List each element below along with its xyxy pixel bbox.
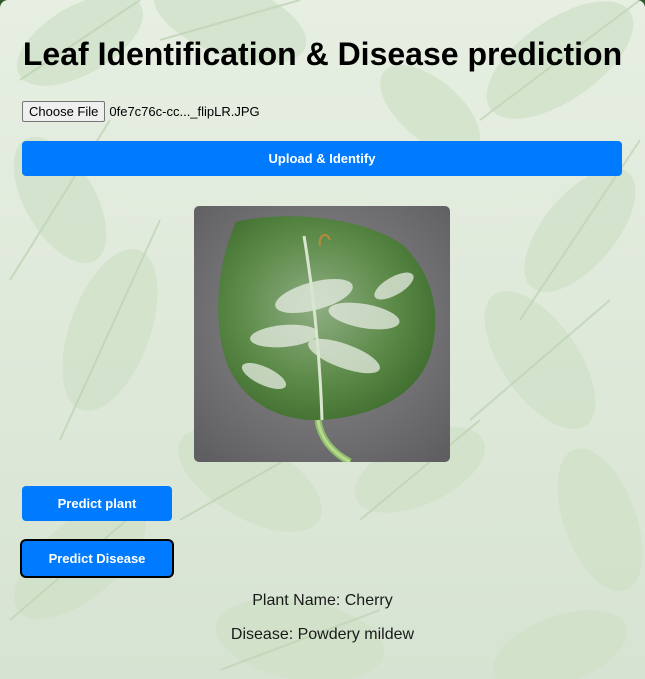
disease-result: Disease: Powdery mildew (230, 626, 415, 643)
file-input[interactable]: Choose File 0fe7c76c-cc..._flipLR.JPG (22, 100, 260, 122)
selected-file-name: 0fe7c76c-cc..._flipLR.JPG (109, 103, 260, 119)
leaf-image-icon (194, 206, 450, 462)
upload-identify-button[interactable]: Upload & Identify (22, 141, 622, 176)
plant-name-result: Plant Name: Cherry (252, 592, 393, 609)
predict-disease-button[interactable]: Predict Disease (22, 541, 172, 576)
leaf-preview-image (194, 206, 450, 462)
predict-plant-button[interactable]: Predict plant (22, 486, 172, 521)
choose-file-button[interactable]: Choose File (22, 100, 106, 122)
page-title: Leaf Identification & Disease prediction (22, 36, 623, 72)
